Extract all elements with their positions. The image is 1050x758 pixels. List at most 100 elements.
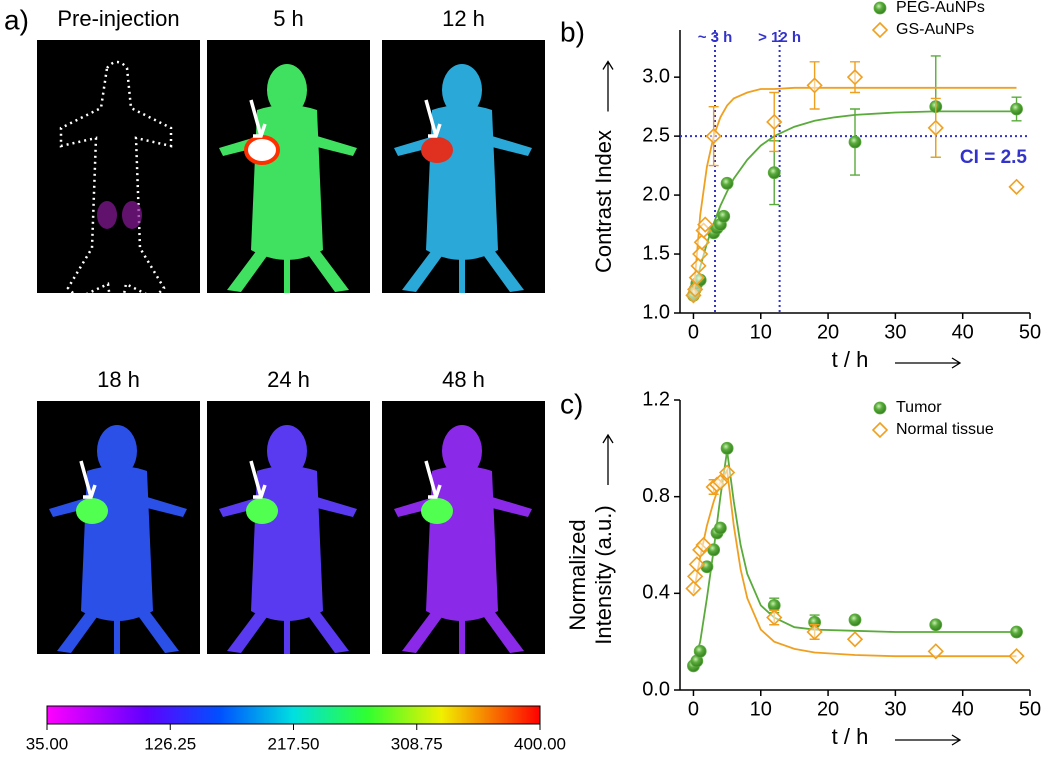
mouse-tail — [459, 611, 465, 654]
signal — [122, 201, 142, 229]
mouse — [59, 60, 173, 293]
mouse-head — [442, 425, 482, 477]
tumor-signal — [244, 135, 280, 165]
x-tick-label: 40 — [952, 698, 974, 720]
legend-marker — [873, 1, 887, 15]
point — [1008, 178, 1025, 195]
point — [1010, 625, 1023, 639]
point — [766, 113, 783, 131]
x-tick-label: 10 — [750, 698, 772, 720]
colorbar-tick-label: 126.25 — [144, 734, 196, 753]
tumor-signal — [421, 498, 453, 524]
y-tick-label: 0.8 — [642, 485, 670, 507]
mouse — [394, 64, 532, 293]
mouse-outline — [59, 60, 173, 293]
mouse — [219, 64, 357, 293]
fit-line — [692, 467, 1017, 658]
point — [806, 77, 823, 94]
image-title: 18 h — [97, 367, 140, 392]
colorbar-tick-label: 400.00 — [514, 734, 566, 753]
x-label-arrow — [895, 734, 962, 746]
mouse-tail — [114, 611, 120, 654]
point — [688, 556, 705, 573]
y-tick-label: 2.5 — [642, 124, 670, 146]
point — [688, 269, 705, 286]
x-axis-label: t / h — [832, 347, 869, 372]
arrow — [424, 460, 442, 499]
image-panel — [37, 40, 200, 293]
panel-label: b) — [560, 16, 585, 47]
y-tick-label: 3.0 — [642, 65, 670, 87]
point — [692, 245, 709, 263]
y-axis-label: Intensity (a.u.) — [591, 505, 616, 644]
point — [718, 464, 736, 481]
point — [720, 441, 734, 455]
point — [927, 119, 944, 137]
mouse-limbs — [49, 497, 187, 653]
point — [929, 618, 943, 632]
mouse-tail — [284, 250, 290, 293]
mouse — [394, 425, 532, 654]
point — [705, 127, 722, 145]
signal — [97, 201, 117, 229]
x-tick-label: 30 — [884, 321, 906, 343]
y-tick-label: 2.0 — [642, 183, 670, 205]
image-panel — [382, 40, 545, 293]
mouse-limbs — [394, 136, 532, 292]
x-axis-label: t / h — [832, 724, 869, 749]
point — [687, 281, 704, 298]
mouse-head — [97, 425, 137, 477]
colorbar — [46, 705, 541, 725]
point — [767, 166, 781, 180]
colorbar-tick-label: 35.00 — [26, 734, 69, 753]
legend-marker — [871, 421, 889, 439]
image-title: 12 h — [442, 6, 485, 31]
point — [687, 568, 704, 585]
point — [766, 609, 783, 626]
y-axis-label: Contrast Index — [591, 130, 616, 273]
legend-label: Normal tissue — [896, 421, 994, 438]
point — [685, 580, 702, 597]
annotation: CI = 2.5 — [960, 147, 1027, 168]
point — [697, 216, 714, 233]
fit-line — [692, 450, 1017, 667]
mouse-limbs — [394, 497, 532, 653]
x-tick-label: 0 — [688, 698, 699, 720]
point — [806, 623, 823, 641]
point — [927, 643, 944, 660]
arrow — [424, 99, 442, 138]
x-tick-label: 10 — [750, 321, 772, 343]
image-panel — [382, 401, 545, 654]
y-tick-label: 1.2 — [642, 388, 670, 410]
y-tick-label: 0.0 — [642, 678, 670, 700]
image-title: Pre-injection — [57, 6, 179, 31]
point — [695, 536, 712, 554]
point — [1008, 648, 1025, 665]
x-tick-label: 0 — [688, 321, 699, 343]
legend-label: GS-AuNPs — [896, 21, 974, 38]
x-tick-label: 50 — [1019, 321, 1041, 343]
legend-marker — [871, 21, 889, 39]
image-panel — [37, 401, 200, 654]
mouse — [49, 425, 187, 654]
mouse — [219, 425, 357, 654]
point — [846, 631, 864, 648]
x-tick-label: 30 — [884, 698, 906, 720]
point — [848, 613, 862, 627]
annotation: > 12 h — [758, 29, 801, 46]
y-tick-label: 0.4 — [642, 582, 670, 604]
tumor-signal — [246, 498, 278, 524]
point — [712, 474, 729, 491]
y-tick-label: 1.5 — [642, 242, 670, 264]
colorbar-tick-label: 308.75 — [391, 734, 443, 753]
colorbar-tick-label: 217.50 — [268, 734, 320, 753]
point — [717, 209, 731, 223]
point — [713, 521, 727, 535]
legend-marker — [873, 401, 887, 415]
point — [693, 234, 711, 251]
point — [690, 257, 707, 274]
x-label-arrow — [895, 357, 962, 369]
y-label-arrow — [602, 60, 614, 112]
legend-label: PEG-AuNPs — [896, 0, 985, 16]
tumor-signal — [421, 137, 453, 163]
